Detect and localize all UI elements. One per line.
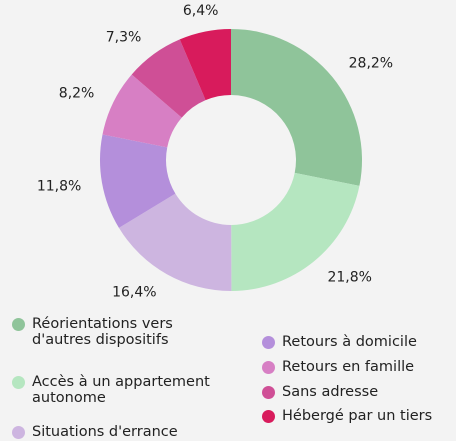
data-label: 11,8% (37, 178, 81, 194)
legend-label: Accès à un appartement autonome (32, 374, 210, 406)
data-label: 7,3% (106, 29, 142, 45)
legend-swatch (262, 336, 275, 349)
legend-label: Sans adresse (282, 384, 379, 400)
data-label: 28,2% (349, 56, 393, 72)
legend-swatch (262, 410, 275, 423)
slice (231, 29, 363, 186)
legend-item: Situations d'errance (12, 424, 178, 440)
data-label: 21,8% (327, 269, 371, 285)
legend-label: Hébergé par un tiers (282, 408, 433, 424)
data-label: 8,2% (59, 85, 95, 101)
legend-item: Retours en famille (262, 359, 414, 375)
slice (99, 134, 176, 228)
legend-item: Accès à un appartement autonome (12, 374, 210, 406)
legend-swatch (12, 318, 25, 331)
legend-label: Réorientations vers d'autres dispositifs (32, 316, 173, 348)
slice (102, 74, 182, 148)
legend-label: Retours à domicile (282, 334, 417, 350)
legend-item: Retours à domicile (262, 334, 417, 350)
slice (179, 29, 231, 101)
legend-swatch (262, 386, 275, 399)
data-label: 16,4% (112, 285, 156, 301)
legend-item: Réorientations vers d'autres dispositifs (12, 316, 173, 348)
legend-item: Sans adresse (262, 384, 378, 400)
slice (231, 172, 360, 291)
slice (131, 39, 206, 118)
legend-swatch (12, 426, 25, 439)
legend-label: Retours en famille (282, 359, 415, 375)
legend-swatch (262, 361, 275, 374)
slice (118, 193, 232, 291)
data-label: 6,4% (183, 3, 219, 19)
legend-swatch (12, 376, 25, 389)
legend-item: Hébergé par un tiers (262, 408, 432, 424)
legend-label: Situations d'errance (32, 424, 178, 440)
